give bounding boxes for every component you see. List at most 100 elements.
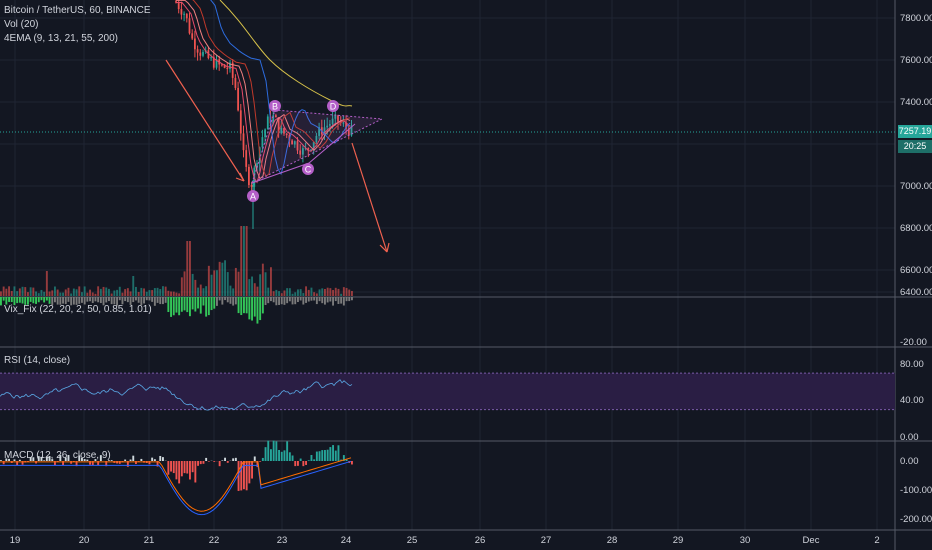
pattern-zigzag — [251, 123, 356, 184]
candle-body — [256, 163, 258, 168]
vixfix-bar — [267, 297, 270, 304]
vixfix-bar — [153, 297, 156, 306]
candle-body — [226, 67, 229, 69]
macd-histogram-bar — [180, 461, 183, 477]
volume-indicator-label[interactable]: Vol (20) — [4, 19, 39, 30]
macd-histogram-bar — [240, 461, 243, 491]
volume-bar — [197, 287, 199, 296]
macd-histogram-bar — [2, 461, 5, 465]
volume-bar — [264, 272, 267, 296]
volume-bar — [24, 287, 27, 296]
macd-indicator-label[interactable]: MACD (12, 26, close, 9) — [4, 450, 111, 461]
macd-tick-label: -100.00 — [900, 485, 932, 496]
time-axis-label: 27 — [541, 535, 552, 546]
candle-body — [194, 38, 196, 50]
vixfix-bar — [332, 297, 334, 306]
macd-histogram-bar — [297, 461, 299, 466]
candle-body — [337, 115, 339, 122]
volume-bar — [40, 289, 43, 296]
volume-bar — [261, 263, 264, 296]
volume-bar — [321, 288, 324, 296]
volume-bar — [240, 226, 243, 296]
volume-bar — [143, 288, 145, 296]
volume-bar — [194, 279, 197, 296]
macd-histogram-bar — [267, 440, 270, 461]
volume-bar — [140, 287, 143, 296]
vixfix-bar — [313, 297, 316, 301]
macd-histogram-bar — [342, 455, 345, 461]
volume-bar — [307, 289, 310, 296]
vixfix-bar — [164, 297, 167, 303]
volume-bar — [229, 285, 232, 296]
macd-tick-label: -200.00 — [900, 514, 932, 525]
symbol-title[interactable]: Bitcoin / TetherUS, 60, BINANCE — [4, 5, 151, 16]
volume-bar — [210, 274, 213, 296]
volume-bar — [278, 291, 280, 296]
candle-body — [266, 116, 269, 130]
volume-bar — [37, 293, 40, 296]
vixfix-bar — [8, 297, 10, 302]
candle-body — [188, 18, 191, 34]
vixfix-bar — [86, 297, 89, 302]
macd-histogram-bar — [199, 461, 202, 465]
candle-body — [342, 122, 345, 124]
price-tick-label: 7800.00 — [900, 13, 932, 24]
volume-bar — [213, 270, 216, 296]
vixfix-bar — [32, 297, 35, 304]
ema-indicator-label[interactable]: 4EMA (9, 13, 21, 55, 200) — [4, 33, 118, 44]
vixfix-bar — [305, 297, 307, 303]
vixfix-bar — [337, 297, 340, 304]
candle-body — [245, 150, 248, 167]
vixfix-bar — [56, 297, 59, 305]
vixfix-bar — [315, 297, 318, 305]
volume-bar — [267, 287, 270, 296]
volume-bar — [218, 261, 221, 296]
macd-histogram-bar — [329, 447, 332, 461]
vixfix-bar — [145, 297, 148, 301]
volume-bar — [132, 276, 135, 296]
macd-histogram-bar — [270, 449, 272, 461]
volume-bar — [180, 277, 183, 296]
macd-histogram-bar — [16, 461, 19, 466]
candle-body — [191, 33, 194, 39]
vixfix-bar — [70, 297, 73, 306]
rsi-band — [0, 373, 895, 410]
volume-bar — [259, 274, 262, 296]
rsi-indicator-label[interactable]: RSI (14, close) — [4, 355, 71, 366]
macd-histogram-bar — [272, 440, 275, 461]
vixfix-indicator-label[interactable]: Vix_Fix (22, 20, 2, 50, 0.85, 1.01) — [4, 304, 152, 315]
macd-histogram-bar — [153, 459, 156, 461]
trend-arrow-down-2 — [351, 142, 388, 253]
vixfix-bar — [251, 297, 253, 321]
vixfix-bar — [135, 297, 137, 301]
vixfix-bar — [283, 297, 286, 305]
volume-bar — [294, 292, 297, 296]
vixfix-bar — [83, 297, 86, 305]
vixfix-bar — [288, 297, 291, 302]
vixfix-bar — [194, 297, 197, 312]
volume-bar — [253, 283, 256, 296]
candle-body — [180, 9, 183, 15]
candle-body — [345, 122, 347, 129]
vixfix-bar — [324, 297, 326, 305]
macd-histogram-bar — [97, 461, 100, 466]
vixfix-bar — [27, 297, 29, 305]
macd-histogram-bar — [75, 461, 78, 467]
vixfix-bar — [72, 297, 75, 305]
candle-body — [318, 127, 320, 136]
vixfix-tick-label: -20.00 — [900, 337, 927, 348]
vixfix-bar — [97, 297, 100, 303]
vixfix-bar — [35, 297, 37, 304]
pattern-point-c-label: C — [305, 165, 312, 175]
time-axis-label: 2 — [874, 535, 879, 546]
ema-13-line — [176, 0, 351, 180]
vixfix-bar — [326, 297, 329, 303]
rsi-line — [0, 379, 353, 411]
candle-body — [296, 141, 299, 151]
vixfix-bar — [51, 297, 54, 306]
vixfix-bar — [40, 297, 43, 301]
volume-bar — [172, 291, 175, 296]
vixfix-bar — [29, 297, 32, 302]
